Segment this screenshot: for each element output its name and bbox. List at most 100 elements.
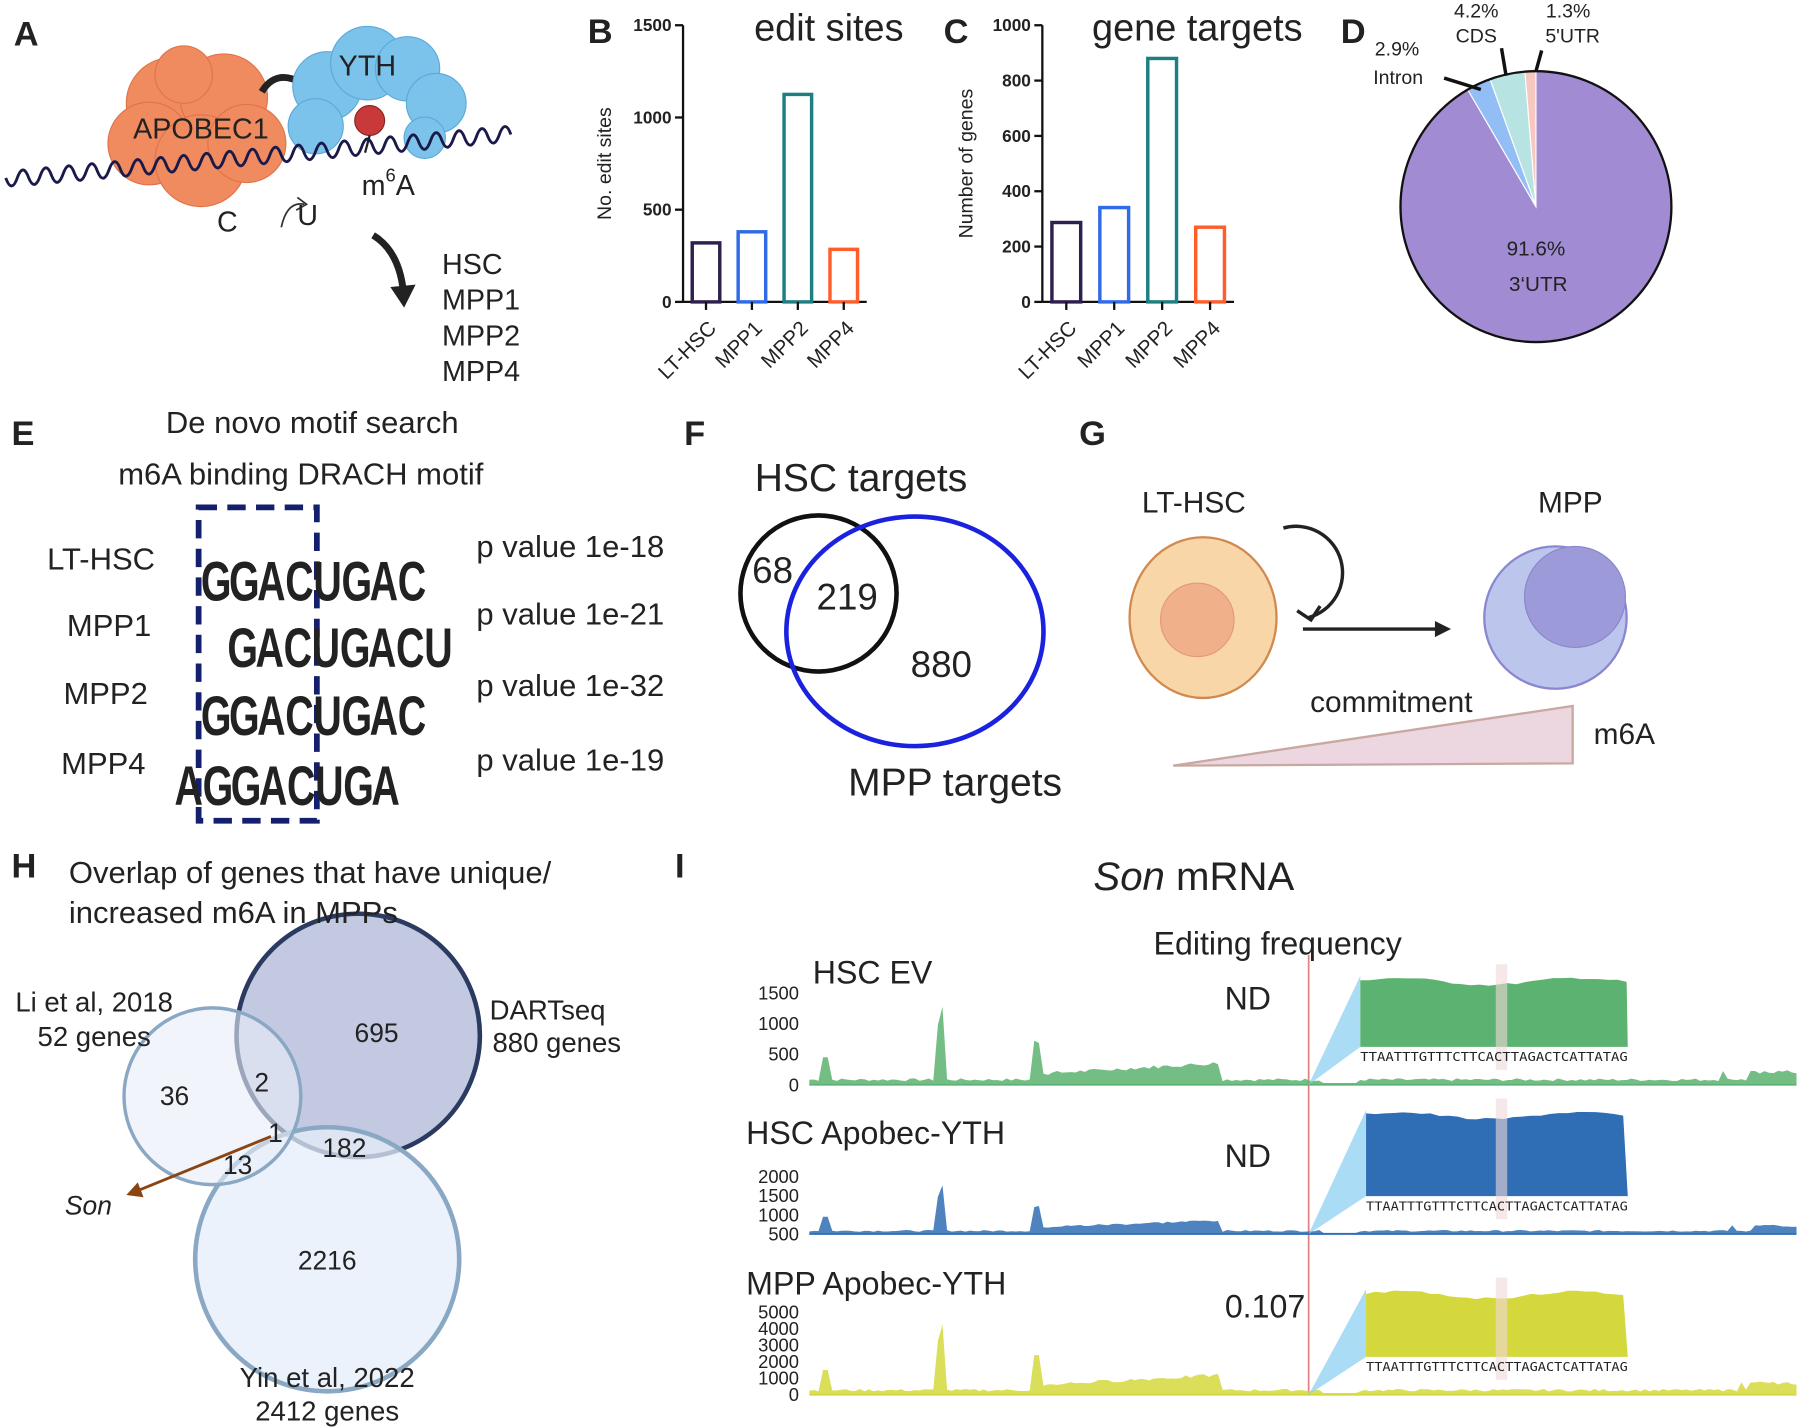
edit-site-highlight xyxy=(1495,964,1508,1070)
venn-count: 695 xyxy=(355,1018,399,1048)
sequence: TTAATTTGTTTCTTCACTTAGACTCATTATAG xyxy=(1366,1199,1628,1213)
bar xyxy=(1050,220,1083,304)
track-title: Son mRNA xyxy=(1093,853,1294,898)
pie-category-label: 3‘UTR xyxy=(1509,273,1568,296)
motif-letter: C xyxy=(396,617,424,679)
mod-sup: 6 xyxy=(386,164,396,185)
motif-letter: G xyxy=(203,755,234,817)
protein-art xyxy=(107,25,467,308)
venn-set-label: MPP targets xyxy=(848,761,1062,804)
motif-letter: A xyxy=(257,551,285,613)
panel-letter: B xyxy=(588,13,613,51)
p-value: p value 1e-19 xyxy=(476,742,664,777)
track-label: MPP Apobec-YTH xyxy=(746,1265,1006,1301)
protein-label: APOBEC1 xyxy=(133,114,269,146)
motif-letter: U xyxy=(312,617,340,679)
y-tick-label: 200 xyxy=(1002,237,1031,257)
gradient-label: m6A xyxy=(1594,718,1655,751)
cell-label: MPP xyxy=(1538,486,1603,519)
panel-letter: A xyxy=(14,15,39,53)
motif-letter: G xyxy=(340,617,371,679)
motif-letter: U xyxy=(313,685,341,747)
protein-label: YTH xyxy=(339,51,396,83)
panel-letter: F xyxy=(684,415,705,453)
bar xyxy=(1098,205,1131,304)
callout-gene: Son xyxy=(65,1190,112,1220)
modification-label: m6A xyxy=(362,164,416,202)
zoom-coverage xyxy=(1360,977,1628,1047)
mod-text: m xyxy=(362,170,386,202)
motif-subtitle: m6A binding DRACH motif xyxy=(118,457,483,492)
editing-frequency: ND xyxy=(1225,981,1271,1017)
base-label: C xyxy=(217,207,238,239)
track-tick-label: 2000 xyxy=(758,1166,799,1187)
panel-letter: H xyxy=(12,848,37,886)
chart-title: edit sites xyxy=(754,8,903,50)
pie-value-label: 1.3% xyxy=(1546,0,1590,22)
venn-title: increased m6A in MPPs xyxy=(69,895,398,930)
p-value: p value 1e-18 xyxy=(476,529,664,564)
cell-type: MPP2 xyxy=(442,320,520,352)
motif-letter: U xyxy=(313,551,341,613)
motif-letter: G xyxy=(227,617,258,679)
track-tick-label: 1000 xyxy=(758,1368,799,1389)
bar xyxy=(828,247,860,304)
motif-row-label: LT-HSC xyxy=(47,542,155,577)
bar xyxy=(736,230,768,304)
venn-set-name: DARTseq xyxy=(490,995,606,1026)
drach-box xyxy=(195,504,320,824)
panel-letter: D xyxy=(1341,13,1366,51)
p-value: p value 1e-32 xyxy=(476,668,664,703)
y-tick-label: 1500 xyxy=(633,15,671,35)
cell-label: LT-HSC xyxy=(1142,486,1246,519)
pie-value-label: 4.2% xyxy=(1454,0,1498,22)
venn-title: Overlap of genes that have unique/ xyxy=(69,855,552,890)
motif-letter: A xyxy=(370,551,398,613)
track-tick-label: 1500 xyxy=(758,1185,799,1206)
venn-count: 880 xyxy=(911,644,972,685)
cell-art xyxy=(1128,524,1628,767)
venn-count: 2 xyxy=(254,1067,269,1097)
motif-letter: C xyxy=(287,755,315,817)
motif-letter: G xyxy=(201,685,232,747)
rna-strand xyxy=(4,125,513,188)
bar xyxy=(1146,56,1179,304)
y-tick-label: 1000 xyxy=(633,107,671,127)
venn-set-name: Yin et al, 2022 xyxy=(240,1362,415,1393)
venn-count: 2216 xyxy=(298,1245,357,1275)
y-tick-label: 600 xyxy=(1002,126,1031,146)
venn-set-size: 2412 genes xyxy=(255,1395,399,1426)
track-tick-label: 0 xyxy=(789,1074,799,1095)
motif-letter: A xyxy=(175,755,203,817)
pie-leader xyxy=(1499,47,1508,77)
motif-letter: A xyxy=(259,755,287,817)
bar xyxy=(690,241,722,304)
sequence: TTAATTTGTTTCTTCACTTAGACTCATTATAG xyxy=(1360,1050,1627,1064)
motif-letter: C xyxy=(285,551,313,613)
motif-letter: U xyxy=(424,617,452,679)
y-tick-label: 0 xyxy=(662,292,672,312)
track-tick-label: 4000 xyxy=(758,1318,799,1339)
motif-row-label: MPP2 xyxy=(63,676,147,711)
venn-count: 68 xyxy=(752,550,793,591)
motif-letter: G xyxy=(342,551,373,613)
venn-set-size: 52 genes xyxy=(38,1021,151,1052)
panel-letter: I xyxy=(675,848,685,886)
venn-count: 182 xyxy=(322,1133,366,1163)
panel-letter: C xyxy=(944,13,969,51)
venn-set-name: Li et al, 2018 xyxy=(15,987,173,1018)
pie-leader xyxy=(1443,76,1482,92)
motif-letter: G xyxy=(231,755,262,817)
base-label: U xyxy=(297,200,318,232)
bar xyxy=(1193,225,1227,304)
edit-site-highlight xyxy=(1495,1277,1508,1380)
pie-category-label: 5'UTR xyxy=(1545,26,1600,48)
editing-frequency: ND xyxy=(1225,1138,1271,1174)
y-axis-label: Number of genes xyxy=(956,89,978,239)
chart-title: gene targets xyxy=(1092,8,1303,50)
y-axis-label: No. edit sites xyxy=(594,107,616,220)
motif-letter: G xyxy=(342,685,373,747)
editing-frequency: 0.107 xyxy=(1225,1288,1305,1324)
motif-letter: G xyxy=(229,551,260,613)
motif-letter: C xyxy=(398,685,426,747)
